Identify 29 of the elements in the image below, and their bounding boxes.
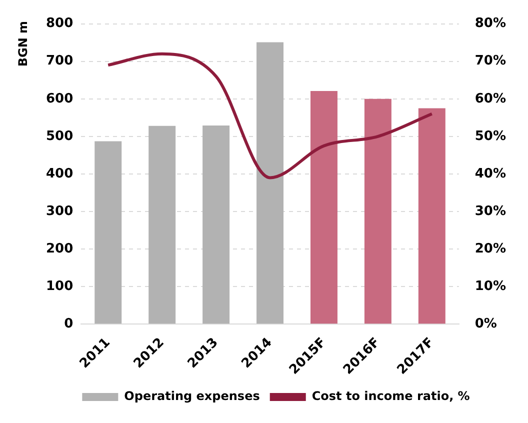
- y-tick-label: 300: [46, 204, 74, 219]
- y2-tick-label: 40%: [474, 166, 506, 182]
- y2-tick-label: 30%: [474, 204, 506, 219]
- y2-tick-label: 10%: [474, 278, 506, 294]
- y-tick-label: 200: [46, 241, 74, 256]
- legend-label: Operating expenses: [124, 389, 260, 404]
- y-tick-label: 500: [46, 128, 74, 144]
- y2-tick-label: 60%: [474, 91, 506, 106]
- bar: [148, 126, 176, 324]
- y-tick-label: 700: [46, 54, 74, 69]
- y-axis-title: BGN m: [16, 20, 30, 67]
- y-tick-label: 600: [46, 91, 74, 106]
- y2-tick-label: 50%: [474, 128, 506, 144]
- y2-tick-label: 0%: [474, 316, 497, 332]
- line-series: [106, 52, 434, 180]
- y2-tick-label: 80%: [474, 16, 506, 32]
- y-tick-label: 100: [46, 278, 74, 294]
- bar: [94, 141, 122, 324]
- legend-label: Cost to income ratio, %: [312, 389, 470, 404]
- bar: [364, 98, 392, 324]
- y2-tick-label: 70%: [474, 54, 506, 69]
- y-tick-label: 400: [46, 166, 74, 182]
- bar: [418, 108, 446, 324]
- bar: [256, 42, 284, 324]
- bar: [310, 90, 338, 324]
- y-tick-label: 0: [64, 316, 74, 332]
- bar: [202, 126, 230, 324]
- y-tick-label: 800: [46, 16, 74, 32]
- y2-tick-label: 20%: [474, 241, 506, 256]
